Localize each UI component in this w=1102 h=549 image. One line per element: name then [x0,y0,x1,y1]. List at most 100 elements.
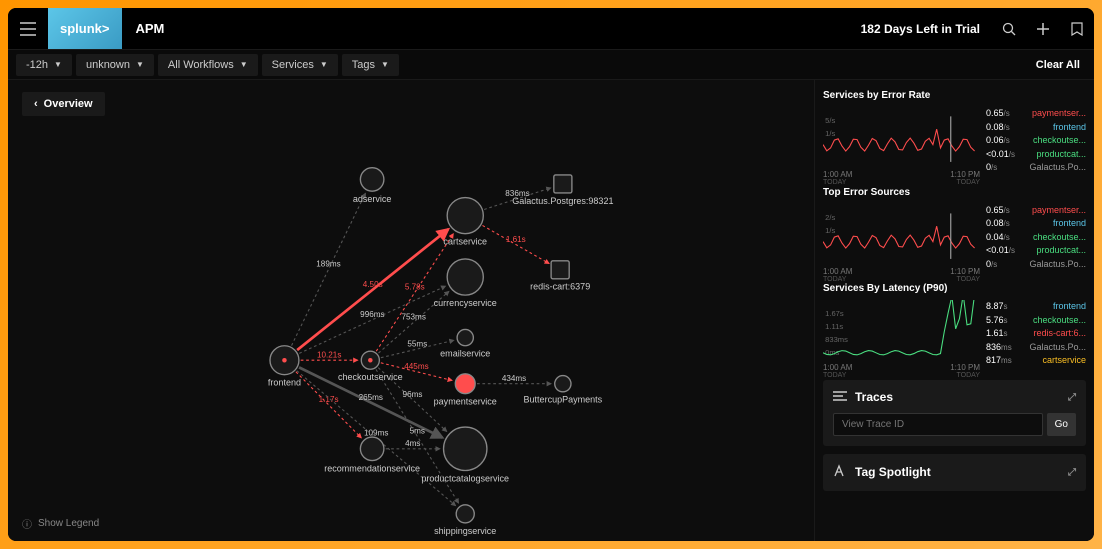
bookmark-icon[interactable] [1060,12,1094,46]
node-label: redis-cart:6379 [530,282,590,292]
section-title: Services by Error Rate [823,90,1086,101]
service-map[interactable]: 189ms4.50s996ms10.21s1.17s265ms109ms836m… [8,80,814,541]
clear-all-button[interactable]: Clear All [1030,59,1086,71]
chevron-left-icon: ‹ [34,98,38,110]
sparkline-chart[interactable]: 5/s1/s1:00 AM1:10 PMTODAYTODAY [823,107,980,167]
node-buttercup[interactable] [555,376,571,392]
app-frame: splunk> APM 182 Days Left in Trial -12h▼… [8,8,1094,541]
node-label: emailservice [440,349,490,359]
edge-frontend-cartservice[interactable] [297,229,448,350]
node-label: frontend [268,378,301,388]
metric-row[interactable]: 0/sGalactus.Po... [986,258,1086,272]
edge-label: 55ms [407,339,427,348]
svg-text:1.11s: 1.11s [825,322,843,331]
node-galactus[interactable] [554,175,572,193]
metric-row[interactable]: 1.61sredis-cart:6... [986,327,1086,341]
metric-row[interactable]: <0.01/sproductcat... [986,148,1086,162]
node-rediscart[interactable] [551,261,569,279]
edge-label: 5ms [410,427,425,436]
traces-icon [833,390,847,405]
chevron-down-icon: ▼ [136,60,144,69]
edge-label: 4ms [405,439,420,448]
overview-button[interactable]: ‹ Overview [22,92,105,116]
svg-text:833ms: 833ms [825,335,848,344]
node-shippingservice[interactable] [456,505,474,523]
sparkline-chart[interactable]: 2/s1/s1:00 AM1:10 PMTODAYTODAY [823,204,980,264]
metric-row[interactable]: <0.01/sproductcat... [986,244,1086,258]
edge-label: 189ms [316,260,340,269]
filter-bar: -12h▼ unknown▼ All Workflows▼ Services▼ … [8,50,1094,80]
section-title: Services By Latency (P90) [823,283,1086,294]
unknown-filter[interactable]: unknown▼ [76,54,154,76]
edge-checkoutservice-cartservice[interactable] [376,234,453,351]
top-bar: splunk> APM 182 Days Left in Trial [8,8,1094,50]
node-label: Galactus.Postgres:98321 [512,196,613,206]
traces-title: Traces [855,390,893,404]
edge-label: 996ms [360,310,384,319]
metric-row[interactable]: 0.08/sfrontend [986,217,1086,231]
edge-label: 265ms [359,393,383,402]
hamburger-icon[interactable] [8,22,48,36]
metric-list: 0.65/spaymentser...0.08/sfrontend0.04/sc… [986,204,1086,272]
node-label: productcatalogservice [421,473,509,483]
node-label: checkoutservice [338,372,403,382]
tag-icon [833,464,847,481]
splunk-logo[interactable]: splunk> [48,8,122,49]
node-label: ButtercupPayments [524,395,603,405]
metric-row[interactable]: 0.65/spaymentser... [986,204,1086,218]
node-paymentservice[interactable] [455,374,475,394]
metric-row[interactable]: 5.76scheckoutse... [986,314,1086,328]
metric-row[interactable]: 836msGalactus.Po... [986,341,1086,355]
edge-label: 4.50s [363,280,383,289]
expand-icon[interactable]: ⤢ [1068,467,1076,478]
metric-row[interactable]: 0.08/sfrontend [986,121,1086,135]
trial-banner: 182 Days Left in Trial [849,22,992,36]
side-panel: Services by Error Rate 5/s1/s1:00 AM1:10 … [814,80,1094,541]
go-button[interactable]: Go [1047,413,1076,436]
edge-label: 753ms [402,312,426,321]
main-area: ‹ Overview 189ms4.50s996ms10.21s1.17s265… [8,80,1094,541]
services-filter[interactable]: Services▼ [262,54,338,76]
node-recommendation[interactable] [360,437,384,461]
node-label: recommendationservice [324,463,420,473]
node-label: shippingservice [434,526,496,536]
time-filter[interactable]: -12h▼ [16,54,72,76]
node-cartservice[interactable] [447,198,483,234]
node-currencyservice[interactable] [447,259,483,295]
edge-frontend-adservice[interactable] [292,193,366,345]
svg-text:5/s: 5/s [825,116,835,125]
traces-card: Traces ⤢ Go [823,380,1086,446]
plus-icon[interactable] [1026,12,1060,46]
node-adservice[interactable] [360,168,384,192]
node-productcatalog[interactable] [444,427,487,470]
trace-id-input[interactable] [833,413,1043,436]
edge-label: 5.78s [405,283,425,292]
workflows-filter[interactable]: All Workflows▼ [158,54,258,76]
metric-row[interactable]: 8.87sfrontend [986,300,1086,314]
metric-row[interactable]: 0.65/spaymentser... [986,107,1086,121]
search-icon[interactable] [992,12,1026,46]
app-title: APM [122,21,179,36]
edge-cartservice-rediscart[interactable] [483,225,550,263]
sparkline-chart[interactable]: 1.67s1.11s833ms0ms1:00 AM1:10 PMTODAYTOD… [823,300,980,360]
metric-row[interactable]: 0.06/scheckoutse... [986,134,1086,148]
edge-label: 445ms [404,362,428,371]
svg-text:1/s: 1/s [825,129,835,138]
metric-row[interactable]: 0.04/scheckoutse... [986,231,1086,245]
tags-filter[interactable]: Tags▼ [342,54,399,76]
show-legend-toggle[interactable]: ⓘ Show Legend [22,516,99,531]
node-label: adservice [353,194,392,204]
tag-spotlight-card: Tag Spotlight ⤢ [823,454,1086,491]
chevron-down-icon: ▼ [54,60,62,69]
metric-row[interactable]: 0/sGalactus.Po... [986,161,1086,175]
edge-label: 434ms [502,374,526,383]
svg-text:2/s: 2/s [825,212,835,221]
chevron-down-icon: ▼ [381,60,389,69]
node-label: cartservice [443,237,487,247]
section-title: Top Error Sources [823,187,1086,198]
node-emailservice[interactable] [457,329,473,345]
edge-label: 109ms [364,429,388,438]
metric-row[interactable]: 817mscartservice [986,354,1086,368]
expand-icon[interactable]: ⤢ [1068,392,1076,403]
metric-list: 8.87sfrontend5.76scheckoutse...1.61sredi… [986,300,1086,368]
